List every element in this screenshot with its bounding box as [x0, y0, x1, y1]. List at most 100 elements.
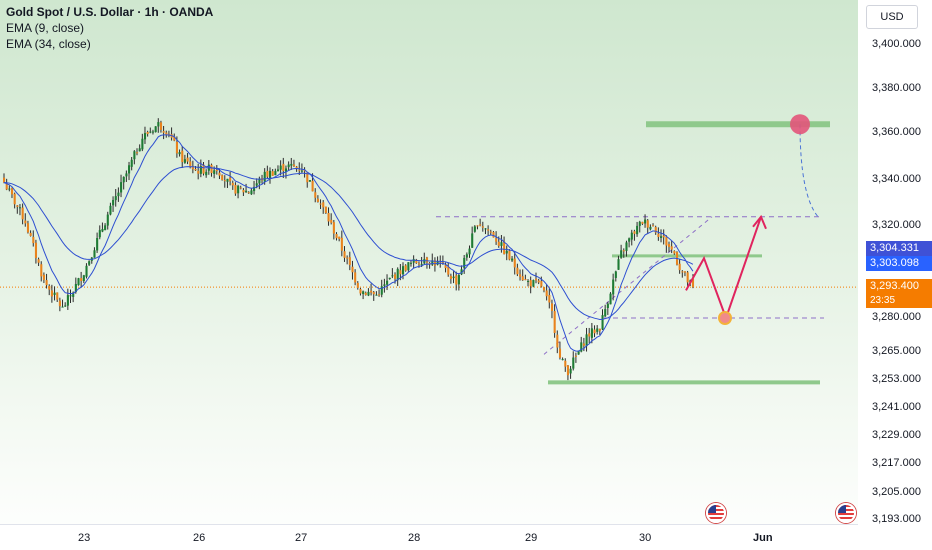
candle-body-182: [487, 229, 490, 231]
candle-body-35: [96, 238, 99, 251]
candle-body-176: [471, 233, 474, 248]
candle-body-72: [194, 168, 197, 171]
candle-body-54: [146, 131, 149, 134]
time-tick-4: 29: [525, 532, 538, 544]
candle-body-170: [455, 275, 458, 285]
candle-body-38: [104, 225, 107, 231]
time-axis[interactable]: [0, 524, 858, 550]
time-tick-5: 30: [639, 532, 652, 544]
candle-body-185: [495, 238, 498, 242]
candle-body-6: [18, 207, 22, 209]
candle-body-114: [306, 172, 309, 183]
candle-body-13: [37, 259, 40, 263]
legend-ema-slow[interactable]: EMA (34, close): [6, 37, 91, 51]
legend-ema-fast[interactable]: EMA (9, close): [6, 21, 85, 35]
candle-body-148: [396, 268, 399, 281]
candle-body-10: [29, 232, 32, 236]
candle-body-222: [593, 329, 596, 334]
candle-body-159: [425, 257, 429, 263]
candle-body-202: [540, 281, 543, 287]
price-tick-6: 3,265.000: [872, 345, 921, 357]
candle-body-183: [489, 231, 492, 233]
candle-body-178: [476, 225, 479, 227]
candle-body-212: [566, 365, 570, 376]
candle-body-11: [32, 236, 35, 244]
candle-body-90: [242, 189, 245, 193]
candle-body-130: [348, 257, 351, 266]
candle-body-17: [48, 285, 51, 290]
candle-body-151: [404, 265, 407, 271]
candle-body-104: [279, 165, 282, 170]
time-tick-2: 27: [295, 532, 308, 544]
candle-body-21: [58, 300, 61, 307]
candle-body-123: [330, 219, 333, 223]
candle-body-51: [138, 148, 141, 152]
candle-body-228: [609, 293, 612, 305]
candle-body-240: [641, 221, 644, 224]
candle-body-45: [122, 176, 125, 183]
candle-body-103: [276, 169, 280, 172]
symbol-title[interactable]: Gold Spot / U.S. Dollar · 1h · OANDA: [6, 5, 214, 19]
price-tick-4: 3,320.000: [872, 219, 921, 231]
candle-body-56: [151, 131, 155, 133]
candle-body-251: [670, 246, 673, 250]
candle-body-79: [213, 170, 216, 174]
candle-body-249: [665, 236, 668, 246]
candle-body-0: [3, 177, 6, 183]
candle-body-34: [93, 250, 96, 258]
candle-body-150: [402, 266, 405, 275]
candle-body-106: [284, 168, 288, 172]
candle-body-235: [628, 238, 631, 242]
candle-body-78: [210, 164, 213, 174]
candle-body-3: [10, 188, 14, 195]
projection-arrowhead: [752, 214, 767, 230]
candle-body-83: [223, 180, 226, 182]
candle-body-162: [433, 260, 437, 266]
candle-body-244: [652, 225, 655, 227]
candle-body-139: [372, 292, 375, 295]
candle-body-239: [638, 221, 641, 226]
candle-body-64: [173, 136, 176, 141]
candle-body-134: [359, 289, 362, 294]
us-event-flag-icon-2[interactable]: [836, 503, 856, 523]
currency-button[interactable]: USD: [866, 5, 918, 29]
candle-body-42: [114, 196, 117, 201]
candle-body-147: [394, 274, 397, 279]
target-marker: [790, 114, 810, 135]
candle-body-225: [601, 315, 604, 330]
candle-body-112: [300, 170, 304, 172]
candle-body-109: [292, 164, 296, 167]
candle-body-189: [505, 250, 508, 254]
candle-body-36: [98, 230, 101, 238]
candle-body-193: [516, 267, 519, 275]
candle-body-96: [258, 178, 261, 184]
candle-body-255: [681, 271, 684, 273]
candle-body-238: [636, 225, 639, 235]
candle-body-256: [683, 271, 687, 273]
candle-body-105: [282, 163, 285, 171]
candle-body-99: [266, 170, 269, 177]
candle-body-259: [691, 278, 695, 288]
ema-slow-line: [3, 166, 694, 321]
candle-body-223: [596, 328, 599, 332]
candle-body-209: [558, 348, 562, 358]
price-tick-5: 3,280.000: [872, 311, 921, 323]
candle-body-236: [630, 232, 633, 240]
candle-body-69: [186, 157, 189, 162]
candle-body-53: [143, 133, 147, 140]
candle-body-50: [136, 152, 139, 154]
candle-body-191: [511, 258, 514, 261]
price-axis[interactable]: [858, 0, 932, 550]
candle-body-168: [449, 275, 452, 279]
time-tick-3: 28: [408, 532, 421, 544]
us-event-flag-icon[interactable]: [706, 503, 726, 523]
candle-body-27: [74, 283, 77, 293]
candle-body-129: [346, 257, 349, 259]
candle-body-14: [40, 264, 43, 277]
time-tick-0: 23: [78, 532, 91, 544]
ema-slow-badge: 3,304.331: [866, 241, 932, 256]
candle-body-60: [162, 131, 165, 133]
candle-body-184: [492, 232, 495, 238]
